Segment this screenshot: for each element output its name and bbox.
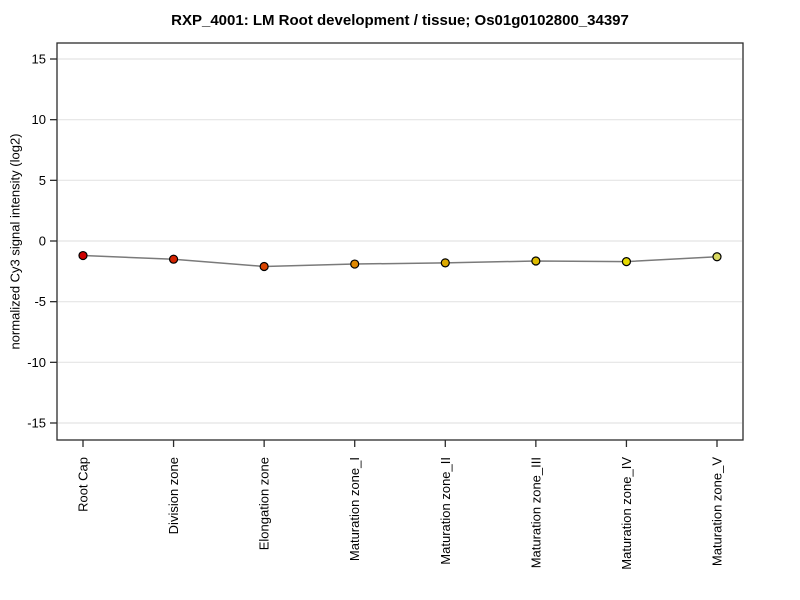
x-tick-label: Maturation zone_I: [347, 457, 362, 561]
x-tick-label: Elongation zone: [257, 457, 272, 550]
y-tick-label: -10: [27, 355, 46, 370]
x-tick-label: Maturation zone_III: [528, 457, 543, 568]
y-tick-label: -15: [27, 415, 46, 430]
chart-title: RXP_4001: LM Root development / tissue; …: [171, 12, 629, 29]
data-point: [531, 256, 541, 266]
data-point: [78, 250, 88, 261]
data-point: [712, 252, 722, 262]
x-tick-label: Maturation zone_II: [438, 457, 453, 565]
data-point: [259, 261, 269, 272]
data-point: [440, 258, 450, 268]
y-tick-label: -5: [34, 294, 46, 309]
x-tick-label: Division zone: [166, 457, 181, 534]
x-tick-label: Maturation zone_V: [710, 457, 725, 566]
y-tick-label: 5: [39, 173, 46, 188]
data-point: [168, 254, 179, 264]
data-point: [621, 257, 632, 267]
series-line: [82, 254, 718, 268]
data-point: [350, 259, 360, 269]
y-tick-label: 0: [39, 234, 46, 249]
x-tick-label: Maturation zone_IV: [619, 457, 634, 570]
y-tick-label: 10: [32, 112, 46, 127]
y-tick-label: 15: [32, 52, 46, 67]
x-tick-label: Root Cap: [76, 457, 91, 512]
